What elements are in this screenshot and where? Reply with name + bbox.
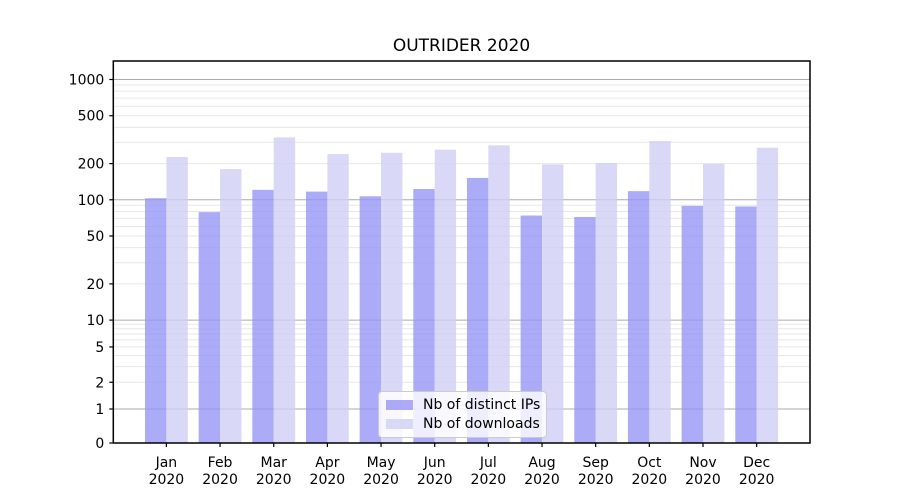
x-tick-label-year: 2020 [685,472,721,488]
y-tick-label: 1 [95,402,104,418]
x-tick-label-year: 2020 [310,472,346,488]
legend: Nb of distinct IPs Nb of downloads [378,391,547,438]
bar-ips-jan [145,198,167,443]
bar-ips-nov [681,205,703,443]
y-tick-label: 20 [86,277,104,293]
y-axis: 0 1 2 5 10 20 50 100 200 500 1000 [69,73,114,452]
bar-dl-jul [488,145,510,443]
bars-distinct-ips [145,177,757,444]
bar-dl-aug [542,164,564,443]
y-tick-label: 50 [86,229,104,245]
y-tick-label: 1000 [69,73,105,89]
bar-ips-aug [520,215,543,443]
bar-dl-jun [434,149,457,443]
bar-dl-mar [273,137,296,443]
x-tick-label-month: Jan [155,455,178,471]
x-tick-label-month: Mar [261,455,288,471]
bar-ips-jun [413,188,435,443]
x-tick-label-month: Jun [423,455,446,471]
bar-ips-may [359,196,382,443]
y-tick-label: 10 [86,313,104,329]
bar-ips-sep [574,216,596,443]
x-tick-label-year: 2020 [578,472,614,488]
bar-dl-jan [166,156,188,443]
bar-dl-may [381,152,403,443]
bar-ips-mar [252,189,274,443]
chart-title: OUTRIDER 2020 [392,36,531,56]
bar-ips-feb [198,212,221,443]
bar-dl-nov [703,163,725,444]
x-tick-label-month: May [367,455,396,471]
x-tick-label-year: 2020 [632,472,668,488]
bar-dl-sep [595,163,618,443]
y-tick-label: 5 [95,340,104,356]
bar-dl-feb [220,169,242,444]
bar-ips-oct [627,191,650,443]
y-tick-label: 2 [95,375,104,391]
y-tick-label: 100 [78,193,105,209]
legend-label-distinct-ips: Nb of distinct IPs [423,397,541,414]
x-tick-label-year: 2020 [524,472,560,488]
bar-ips-dec [735,206,757,443]
x-tick-label-year: 2020 [471,472,507,488]
x-tick-label-year: 2020 [256,472,292,488]
legend-label-downloads: Nb of downloads [423,415,540,432]
x-tick-label-month: Apr [315,455,339,471]
legend-swatch-downloads [386,418,413,429]
x-tick-label-month: Feb [208,455,233,471]
bars-downloads [166,137,779,444]
x-tick-label-month: Oct [637,455,662,471]
bar-dl-dec [756,147,779,443]
x-axis: Jan2020Feb2020Mar2020Apr2020May2020Jun20… [149,443,775,488]
bar-dl-apr [327,154,349,443]
x-tick-label-month: Nov [689,455,716,471]
bar-dl-oct [649,141,671,443]
legend-swatch-distinct-ips [386,400,413,411]
legend-row-downloads: Nb of downloads [386,415,540,434]
bar-ips-apr [305,191,328,443]
bar-ips-jul [466,177,489,444]
plot-border [112,60,811,444]
x-tick-label-month: Dec [743,455,770,471]
x-tick-label-year: 2020 [149,472,185,488]
y-tick-label: 0 [95,436,104,452]
x-tick-label-month: Jul [479,455,497,471]
x-tick-label-month: Sep [582,455,609,471]
legend-row-distinct-ips: Nb of distinct IPs [386,396,541,415]
x-tick-label-year: 2020 [417,472,453,488]
x-tick-label-year: 2020 [739,472,775,488]
x-tick-label-year: 2020 [202,472,238,488]
y-tick-label: 200 [78,157,105,173]
y-tick-label: 500 [78,109,105,125]
x-tick-label-year: 2020 [363,472,399,488]
x-tick-label-month: Aug [528,455,555,471]
